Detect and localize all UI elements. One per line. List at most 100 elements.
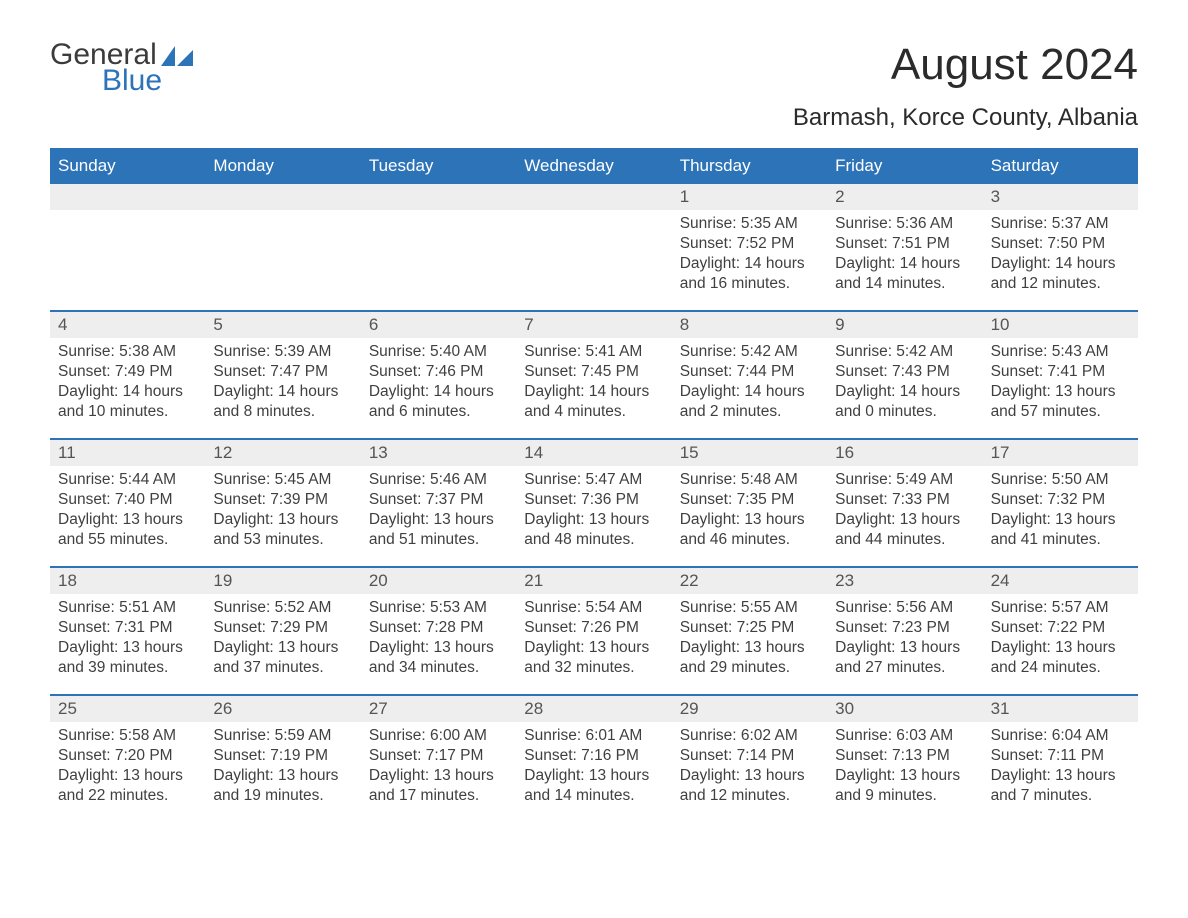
sunset-text: Sunset: 7:41 PM (991, 362, 1130, 382)
day-number: 24 (983, 568, 1138, 594)
daylight-text: Daylight: 13 hours and 27 minutes. (835, 638, 974, 678)
sunrise-text: Sunrise: 5:42 AM (680, 342, 819, 362)
sunrise-text: Sunrise: 6:00 AM (369, 726, 508, 746)
sunrise-text: Sunrise: 5:58 AM (58, 726, 197, 746)
daynum-row: 11121314151617 (50, 440, 1138, 466)
day-body: Sunrise: 6:04 AMSunset: 7:11 PMDaylight:… (983, 722, 1138, 822)
day-body: Sunrise: 6:02 AMSunset: 7:14 PMDaylight:… (672, 722, 827, 822)
sunset-text: Sunset: 7:16 PM (524, 746, 663, 766)
calendar-header-row: SundayMondayTuesdayWednesdayThursdayFrid… (50, 150, 1138, 182)
sunset-text: Sunset: 7:22 PM (991, 618, 1130, 638)
day-body: Sunrise: 5:58 AMSunset: 7:20 PMDaylight:… (50, 722, 205, 822)
sunset-text: Sunset: 7:23 PM (835, 618, 974, 638)
sunrise-text: Sunrise: 6:01 AM (524, 726, 663, 746)
daylight-text: Daylight: 13 hours and 37 minutes. (213, 638, 352, 678)
day-number: 9 (827, 312, 982, 338)
day-number (361, 184, 516, 210)
sunset-text: Sunset: 7:47 PM (213, 362, 352, 382)
day-number: 7 (516, 312, 671, 338)
sunset-text: Sunset: 7:13 PM (835, 746, 974, 766)
sunset-text: Sunset: 7:17 PM (369, 746, 508, 766)
day-body: Sunrise: 5:59 AMSunset: 7:19 PMDaylight:… (205, 722, 360, 822)
body-row: Sunrise: 5:44 AMSunset: 7:40 PMDaylight:… (50, 466, 1138, 566)
day-number: 19 (205, 568, 360, 594)
week-row: 18192021222324Sunrise: 5:51 AMSunset: 7:… (50, 566, 1138, 694)
sunrise-text: Sunrise: 5:57 AM (991, 598, 1130, 618)
sunset-text: Sunset: 7:50 PM (991, 234, 1130, 254)
day-number: 14 (516, 440, 671, 466)
day-body: Sunrise: 5:52 AMSunset: 7:29 PMDaylight:… (205, 594, 360, 694)
day-body: Sunrise: 5:55 AMSunset: 7:25 PMDaylight:… (672, 594, 827, 694)
day-number: 27 (361, 696, 516, 722)
sunrise-text: Sunrise: 5:44 AM (58, 470, 197, 490)
day-body (516, 210, 671, 310)
flag-icon (161, 46, 193, 70)
day-body: Sunrise: 6:03 AMSunset: 7:13 PMDaylight:… (827, 722, 982, 822)
day-number: 2 (827, 184, 982, 210)
day-body: Sunrise: 5:51 AMSunset: 7:31 PMDaylight:… (50, 594, 205, 694)
sunrise-text: Sunrise: 5:52 AM (213, 598, 352, 618)
sunset-text: Sunset: 7:37 PM (369, 490, 508, 510)
column-header: Friday (827, 150, 982, 182)
day-body: Sunrise: 5:54 AMSunset: 7:26 PMDaylight:… (516, 594, 671, 694)
body-row: Sunrise: 5:35 AMSunset: 7:52 PMDaylight:… (50, 210, 1138, 310)
daylight-text: Daylight: 13 hours and 22 minutes. (58, 766, 197, 806)
body-row: Sunrise: 5:38 AMSunset: 7:49 PMDaylight:… (50, 338, 1138, 438)
sunset-text: Sunset: 7:25 PM (680, 618, 819, 638)
daylight-text: Daylight: 13 hours and 39 minutes. (58, 638, 197, 678)
day-number (516, 184, 671, 210)
sunrise-text: Sunrise: 5:48 AM (680, 470, 819, 490)
day-body: Sunrise: 5:57 AMSunset: 7:22 PMDaylight:… (983, 594, 1138, 694)
sunset-text: Sunset: 7:11 PM (991, 746, 1130, 766)
sunset-text: Sunset: 7:19 PM (213, 746, 352, 766)
day-number: 4 (50, 312, 205, 338)
day-body: Sunrise: 5:53 AMSunset: 7:28 PMDaylight:… (361, 594, 516, 694)
sunset-text: Sunset: 7:36 PM (524, 490, 663, 510)
daylight-text: Daylight: 13 hours and 14 minutes. (524, 766, 663, 806)
day-number: 20 (361, 568, 516, 594)
sunrise-text: Sunrise: 5:56 AM (835, 598, 974, 618)
week-row: 11121314151617Sunrise: 5:44 AMSunset: 7:… (50, 438, 1138, 566)
day-number: 18 (50, 568, 205, 594)
daynum-row: 18192021222324 (50, 568, 1138, 594)
daylight-text: Daylight: 14 hours and 16 minutes. (680, 254, 819, 294)
sunset-text: Sunset: 7:44 PM (680, 362, 819, 382)
sunset-text: Sunset: 7:49 PM (58, 362, 197, 382)
calendar: SundayMondayTuesdayWednesdayThursdayFrid… (50, 148, 1138, 822)
sunrise-text: Sunrise: 5:47 AM (524, 470, 663, 490)
day-body: Sunrise: 5:38 AMSunset: 7:49 PMDaylight:… (50, 338, 205, 438)
daylight-text: Daylight: 14 hours and 2 minutes. (680, 382, 819, 422)
day-body: Sunrise: 5:36 AMSunset: 7:51 PMDaylight:… (827, 210, 982, 310)
sunset-text: Sunset: 7:39 PM (213, 490, 352, 510)
daylight-text: Daylight: 13 hours and 24 minutes. (991, 638, 1130, 678)
sunrise-text: Sunrise: 5:39 AM (213, 342, 352, 362)
sunrise-text: Sunrise: 6:02 AM (680, 726, 819, 746)
sunrise-text: Sunrise: 5:50 AM (991, 470, 1130, 490)
day-body: Sunrise: 5:50 AMSunset: 7:32 PMDaylight:… (983, 466, 1138, 566)
day-number: 13 (361, 440, 516, 466)
location-subtitle: Barmash, Korce County, Albania (793, 104, 1138, 132)
day-body: Sunrise: 5:46 AMSunset: 7:37 PMDaylight:… (361, 466, 516, 566)
sunset-text: Sunset: 7:20 PM (58, 746, 197, 766)
day-number: 6 (361, 312, 516, 338)
day-body: Sunrise: 5:35 AMSunset: 7:52 PMDaylight:… (672, 210, 827, 310)
day-body: Sunrise: 6:01 AMSunset: 7:16 PMDaylight:… (516, 722, 671, 822)
daynum-row: 45678910 (50, 312, 1138, 338)
day-body: Sunrise: 5:48 AMSunset: 7:35 PMDaylight:… (672, 466, 827, 566)
daylight-text: Daylight: 13 hours and 7 minutes. (991, 766, 1130, 806)
daylight-text: Daylight: 13 hours and 55 minutes. (58, 510, 197, 550)
sunset-text: Sunset: 7:14 PM (680, 746, 819, 766)
sunrise-text: Sunrise: 6:04 AM (991, 726, 1130, 746)
body-row: Sunrise: 5:58 AMSunset: 7:20 PMDaylight:… (50, 722, 1138, 822)
day-number: 29 (672, 696, 827, 722)
day-number: 3 (983, 184, 1138, 210)
day-number: 23 (827, 568, 982, 594)
week-row: 45678910Sunrise: 5:38 AMSunset: 7:49 PMD… (50, 310, 1138, 438)
daylight-text: Daylight: 14 hours and 0 minutes. (835, 382, 974, 422)
sunrise-text: Sunrise: 5:54 AM (524, 598, 663, 618)
daylight-text: Daylight: 14 hours and 8 minutes. (213, 382, 352, 422)
daylight-text: Daylight: 14 hours and 6 minutes. (369, 382, 508, 422)
sunrise-text: Sunrise: 5:45 AM (213, 470, 352, 490)
day-body (361, 210, 516, 310)
sunset-text: Sunset: 7:28 PM (369, 618, 508, 638)
